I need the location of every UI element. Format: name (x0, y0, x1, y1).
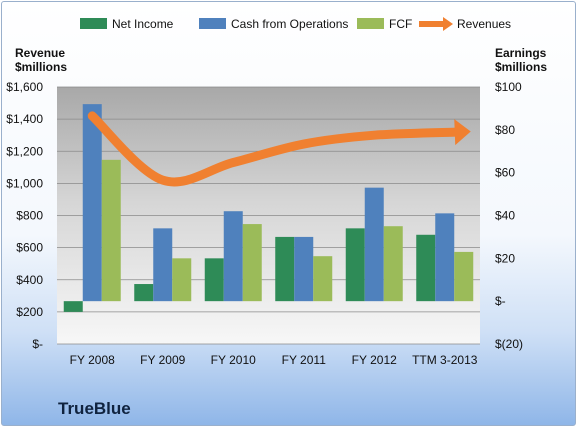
right-axis-title: Earnings (495, 46, 547, 60)
legend-swatch (199, 18, 226, 29)
legend-label: Cash from Operations (231, 17, 348, 31)
bar-net-income (345, 228, 365, 302)
x-tick-label: FY 2010 (211, 353, 256, 367)
right-tick-label: $80 (495, 123, 515, 137)
bar-net-income (204, 258, 224, 302)
x-tick-label: FY 2009 (140, 353, 185, 367)
bar-fcf (383, 226, 403, 302)
revenues-arrowhead (454, 119, 471, 146)
bar-cash-from-operations (435, 213, 455, 302)
left-tick-label: $800 (16, 209, 43, 223)
right-tick-label: $- (495, 294, 506, 308)
left-tick-label: $400 (16, 273, 43, 287)
right-tick-label: $20 (495, 251, 515, 265)
legend-label: Revenues (457, 17, 511, 31)
left-tick-label: $1,200 (6, 144, 43, 158)
bar-net-income (63, 301, 83, 312)
x-tick-label: TTM 3-2013 (412, 353, 478, 367)
bar-net-income (134, 284, 154, 302)
bar-fcf (454, 251, 474, 302)
bar-cash-from-operations (364, 187, 384, 302)
left-tick-label: $600 (16, 241, 43, 255)
left-tick-label: $200 (16, 305, 43, 319)
legend-label: FCF (389, 17, 412, 31)
x-tick-label: FY 2011 (282, 353, 327, 367)
bar-fcf (242, 224, 262, 302)
bar-cash-from-operations (153, 228, 173, 302)
bar-fcf (101, 159, 121, 302)
left-tick-label: $1,000 (6, 176, 43, 190)
x-tick-label: FY 2012 (352, 353, 397, 367)
right-axis-title: $millions (495, 60, 547, 74)
legend-swatch (80, 18, 107, 29)
bar-cash-from-operations (294, 236, 314, 302)
right-tick-label: $60 (495, 166, 515, 180)
bar-fcf (172, 258, 192, 302)
company-name: TrueBlue (58, 399, 131, 418)
left-tick-label: $1,600 (6, 80, 43, 94)
x-tick-label: FY 2008 (70, 353, 115, 367)
legend-swatch (357, 18, 384, 29)
left-axis-title: $millions (15, 60, 67, 74)
right-tick-label: $(20) (495, 337, 523, 351)
bar-net-income (275, 236, 295, 302)
bar-cash-from-operations (223, 211, 243, 302)
right-tick-label: $40 (495, 209, 515, 223)
revenues-line (87, 111, 464, 187)
left-tick-label: $- (32, 337, 43, 351)
left-axis-title: Revenue (15, 46, 65, 60)
bar-net-income (416, 234, 436, 302)
bar-cash-from-operations (82, 104, 102, 302)
bar-fcf (313, 256, 333, 302)
legend-label: Net Income (112, 17, 174, 31)
left-tick-label: $1,400 (6, 112, 43, 126)
right-tick-label: $100 (495, 80, 522, 94)
legend-arrowhead (443, 17, 453, 31)
